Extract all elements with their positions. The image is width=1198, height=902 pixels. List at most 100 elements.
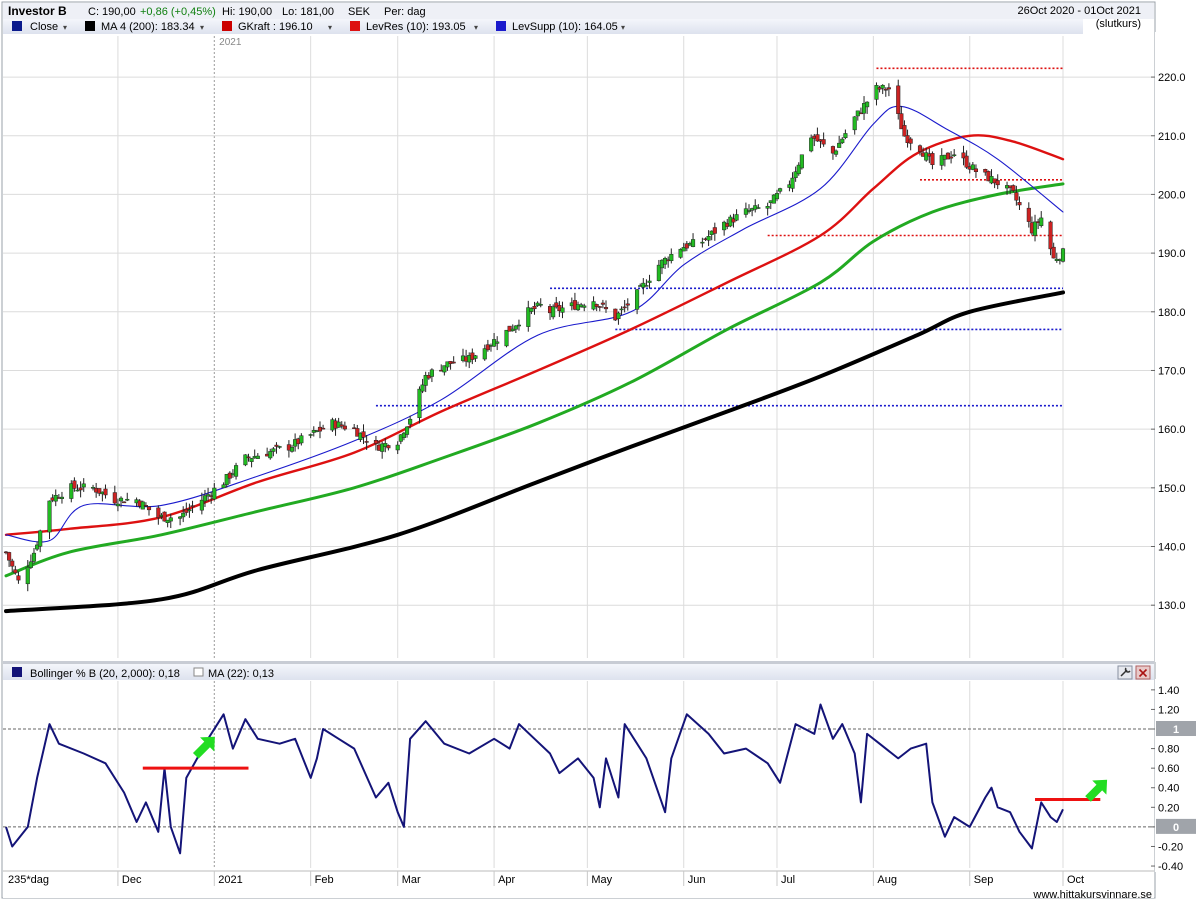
candle	[600, 299, 605, 309]
candle	[373, 435, 378, 451]
candle-body	[681, 247, 686, 252]
legend-label-levres: LevRes (10): 193.05	[366, 21, 466, 33]
candle-body	[380, 443, 385, 452]
panel-divider[interactable]	[3, 661, 1154, 664]
candle	[896, 79, 901, 120]
candle	[644, 279, 649, 287]
candle-body	[883, 88, 888, 91]
candle	[874, 82, 879, 106]
candle	[38, 529, 43, 553]
price-tick-label: 200.0	[1158, 189, 1186, 201]
candle	[268, 448, 273, 460]
candle-body	[582, 305, 587, 308]
candle	[840, 137, 845, 144]
candle	[647, 274, 652, 289]
candle-body	[507, 325, 512, 332]
arrow-shape	[1085, 779, 1108, 802]
time-axis: 235*dag Dec 2021 Feb Mar Apr May Jun Jul Aug Sep O…	[3, 870, 1154, 886]
time-axis-label: Mar	[402, 874, 421, 886]
candle	[973, 164, 979, 178]
candle-body	[423, 375, 428, 386]
candle-body	[899, 113, 904, 130]
watermark: www.hittakursvinnare.se	[1032, 889, 1152, 901]
candle-body	[16, 575, 21, 581]
candle	[852, 116, 857, 135]
candle-body	[59, 496, 65, 499]
candle-body	[1014, 192, 1019, 201]
candle	[118, 496, 124, 508]
candle-body	[995, 180, 1000, 186]
indicator-legend: Bollinger % B (20, 2,000): 0,18 MA (22):…	[3, 664, 1154, 680]
candle-body	[774, 193, 780, 200]
bollinger-series	[5, 703, 1064, 855]
candle	[1039, 211, 1044, 228]
candle	[949, 151, 954, 164]
candle-body	[1017, 202, 1022, 206]
candle	[983, 168, 988, 176]
candle	[799, 154, 804, 170]
price-type: (slutkurs)	[1096, 18, 1141, 30]
candle	[765, 202, 770, 216]
close-icon[interactable]	[1135, 665, 1151, 680]
candle-body	[594, 304, 599, 307]
legend-item-levsupp[interactable]: LevSupp (10): 164.05 ▾	[496, 21, 625, 33]
dropdown-icon[interactable]: ▾	[63, 23, 67, 32]
candle-body	[81, 483, 86, 488]
candle	[830, 145, 835, 160]
wrench-icon[interactable]	[1117, 665, 1133, 680]
candle	[669, 248, 674, 264]
indicator-tick-label: 0	[1173, 822, 1179, 834]
candle	[224, 474, 229, 488]
candle	[532, 301, 537, 315]
candle	[97, 488, 102, 497]
candle	[31, 548, 37, 564]
candle-body	[268, 451, 273, 459]
candle	[274, 442, 279, 454]
candle	[75, 484, 80, 492]
candle-body	[274, 444, 279, 447]
candle	[299, 433, 304, 446]
candle-body	[485, 344, 490, 351]
dropdown-icon[interactable]: ▾	[200, 23, 204, 32]
legend-item-levres[interactable]: LevRes (10): 193.05 ▾	[350, 21, 478, 33]
indicator-axis: -0.40 -0.20 0 0.20 0.40 0.60 0.80 1 1.20 1.40	[1151, 679, 1198, 873]
candle	[510, 324, 515, 332]
candle	[821, 132, 826, 147]
indicator-tick-box	[1156, 818, 1196, 834]
candle	[190, 500, 195, 514]
candle	[206, 487, 211, 502]
price-tick-label: 130.0	[1158, 600, 1186, 612]
candle	[790, 172, 795, 193]
candle-body	[560, 307, 565, 313]
candle	[420, 378, 425, 394]
candle	[401, 431, 406, 441]
currency: SEK	[348, 6, 371, 18]
header-bar: Investor B C: 190,00 +0,86 (+0,45%) Hi: …	[3, 3, 1154, 30]
legend-item-gkraft[interactable]: GKraft : 196.10 ▾	[222, 21, 332, 33]
high-value: Hi: 190,00	[222, 6, 272, 18]
candle	[504, 329, 509, 348]
candle-body	[181, 512, 186, 518]
candle-body	[103, 488, 108, 496]
legend-item-ma200[interactable]: MA 4 (200): 183.34 ▾	[85, 21, 204, 33]
dropdown-icon[interactable]: ▾	[621, 23, 625, 32]
candle	[507, 325, 512, 332]
candles	[3, 79, 1066, 592]
candle	[417, 386, 422, 424]
candle-body	[1039, 217, 1044, 226]
candle-body	[249, 458, 254, 462]
legend-item-close[interactable]: Close ▾	[12, 21, 67, 33]
candle	[125, 492, 130, 502]
candle-body	[246, 456, 251, 459]
candle	[243, 454, 248, 467]
candle-body	[765, 206, 770, 209]
legend-swatch-close	[12, 21, 22, 31]
candle	[429, 368, 434, 383]
dropdown-icon[interactable]: ▾	[474, 23, 478, 32]
candle-body	[364, 441, 369, 443]
dropdown-icon[interactable]: ▾	[328, 23, 332, 32]
candle	[408, 415, 413, 429]
candle	[952, 149, 957, 157]
candle	[778, 187, 783, 194]
